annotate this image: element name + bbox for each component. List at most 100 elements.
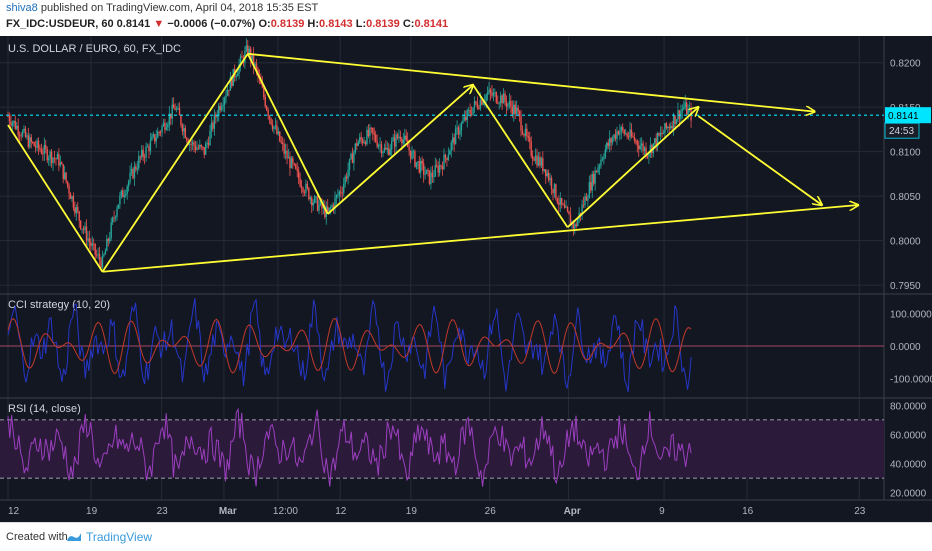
- candle-body: [91, 243, 93, 246]
- candle-body: [331, 204, 333, 208]
- candle-body: [188, 144, 191, 145]
- candle-body: [97, 253, 99, 255]
- candle-body: [139, 156, 141, 158]
- candle-body: [270, 118, 272, 125]
- candle-body: [47, 158, 50, 161]
- candle-body: [311, 197, 313, 206]
- candle-body: [534, 155, 537, 161]
- candle-body: [264, 96, 266, 107]
- footer: Created with TradingView: [0, 522, 932, 551]
- candle-body: [639, 145, 641, 150]
- candle-body: [601, 159, 604, 160]
- candle-body: [472, 107, 474, 115]
- last-price-tag: [885, 107, 931, 124]
- candle-body: [26, 135, 28, 137]
- candle-body: [55, 158, 57, 160]
- candle-body: [684, 102, 686, 108]
- candle-body: [577, 219, 579, 227]
- candle-body: [171, 104, 173, 119]
- candle-body: [359, 137, 361, 143]
- candle-body: [473, 101, 476, 108]
- candle-body: [643, 147, 646, 151]
- candle-body: [290, 158, 293, 169]
- candle-body: [132, 169, 134, 179]
- candle-body: [672, 115, 675, 129]
- candle-body: [607, 142, 609, 146]
- rsi-line: [7, 407, 692, 487]
- candle-body: [293, 163, 296, 165]
- candle-body: [29, 137, 31, 147]
- candle-body: [296, 168, 298, 171]
- candle-body: [446, 157, 448, 160]
- candle-body: [228, 89, 230, 91]
- candle-body: [418, 161, 420, 173]
- candle-body: [659, 132, 662, 136]
- candle-body: [546, 172, 548, 177]
- candle-body: [494, 92, 496, 94]
- candle-body: [74, 207, 76, 214]
- author-link[interactable]: shiva8: [6, 2, 38, 14]
- candle-body: [289, 156, 291, 169]
- candle-body: [655, 138, 657, 147]
- candle-body: [32, 142, 34, 143]
- time-tick-label: 26: [485, 506, 497, 517]
- candle-body: [559, 198, 561, 205]
- candle-body: [575, 224, 577, 227]
- candle-body: [491, 92, 493, 96]
- candle-body: [606, 142, 608, 150]
- candle-body: [619, 131, 621, 135]
- candle-body: [588, 182, 591, 198]
- cci-tick-label: 100.0000: [890, 310, 932, 321]
- candle-body: [590, 182, 592, 191]
- candle-body: [635, 140, 637, 142]
- price-tick-label: 0.8200: [890, 59, 921, 70]
- candle-body: [53, 157, 56, 159]
- candle-body: [520, 116, 522, 131]
- candle-body: [402, 139, 405, 144]
- candle-body: [395, 134, 397, 147]
- candle-body: [206, 142, 208, 145]
- candle-body: [141, 149, 143, 158]
- candle-body: [515, 107, 518, 114]
- candle-body: [457, 127, 460, 135]
- candle-body: [671, 125, 673, 129]
- candle-body: [226, 89, 229, 96]
- candle-body: [161, 126, 163, 133]
- candle-body: [622, 127, 624, 131]
- candle-body: [489, 89, 492, 93]
- candle-body: [542, 158, 544, 171]
- candle-body: [364, 141, 367, 145]
- candle-body: [338, 191, 341, 196]
- tradingview-brand-link[interactable]: TradingView: [86, 530, 153, 544]
- trendline-3: [327, 85, 473, 215]
- candle-body: [552, 189, 554, 194]
- candle-body: [142, 149, 144, 157]
- candle-body: [312, 202, 314, 206]
- candle-body: [566, 207, 569, 212]
- cci-tick-label: -100.0000: [890, 375, 932, 386]
- candle-body: [194, 145, 197, 150]
- candle-body: [148, 146, 150, 152]
- candle-body: [127, 181, 130, 187]
- candle-body: [335, 195, 338, 198]
- candle-body: [21, 131, 24, 137]
- last-price-label: 0.8141: [888, 111, 919, 122]
- chart-canvas[interactable]: 0.82000.81500.81000.80500.80000.7950U.S.…: [0, 36, 932, 522]
- cci-fast-line: [7, 298, 692, 393]
- close-value: 0.8141: [414, 18, 449, 30]
- candle-body: [284, 150, 287, 154]
- candle-body: [475, 101, 477, 104]
- candle-body: [305, 183, 307, 193]
- candle-body: [683, 107, 685, 110]
- candle-body: [232, 68, 234, 87]
- candle-body: [209, 131, 211, 146]
- time-tick-label: 23: [854, 506, 866, 517]
- candle-body: [254, 63, 256, 67]
- candle-body: [255, 63, 258, 70]
- candle-body: [95, 254, 98, 256]
- candle-body: [565, 207, 567, 209]
- candle-body: [393, 137, 396, 147]
- publish-text: published on TradingView.com, April 04, …: [37, 2, 319, 14]
- candle-body: [30, 137, 32, 143]
- time-tick-label: 12: [8, 506, 20, 517]
